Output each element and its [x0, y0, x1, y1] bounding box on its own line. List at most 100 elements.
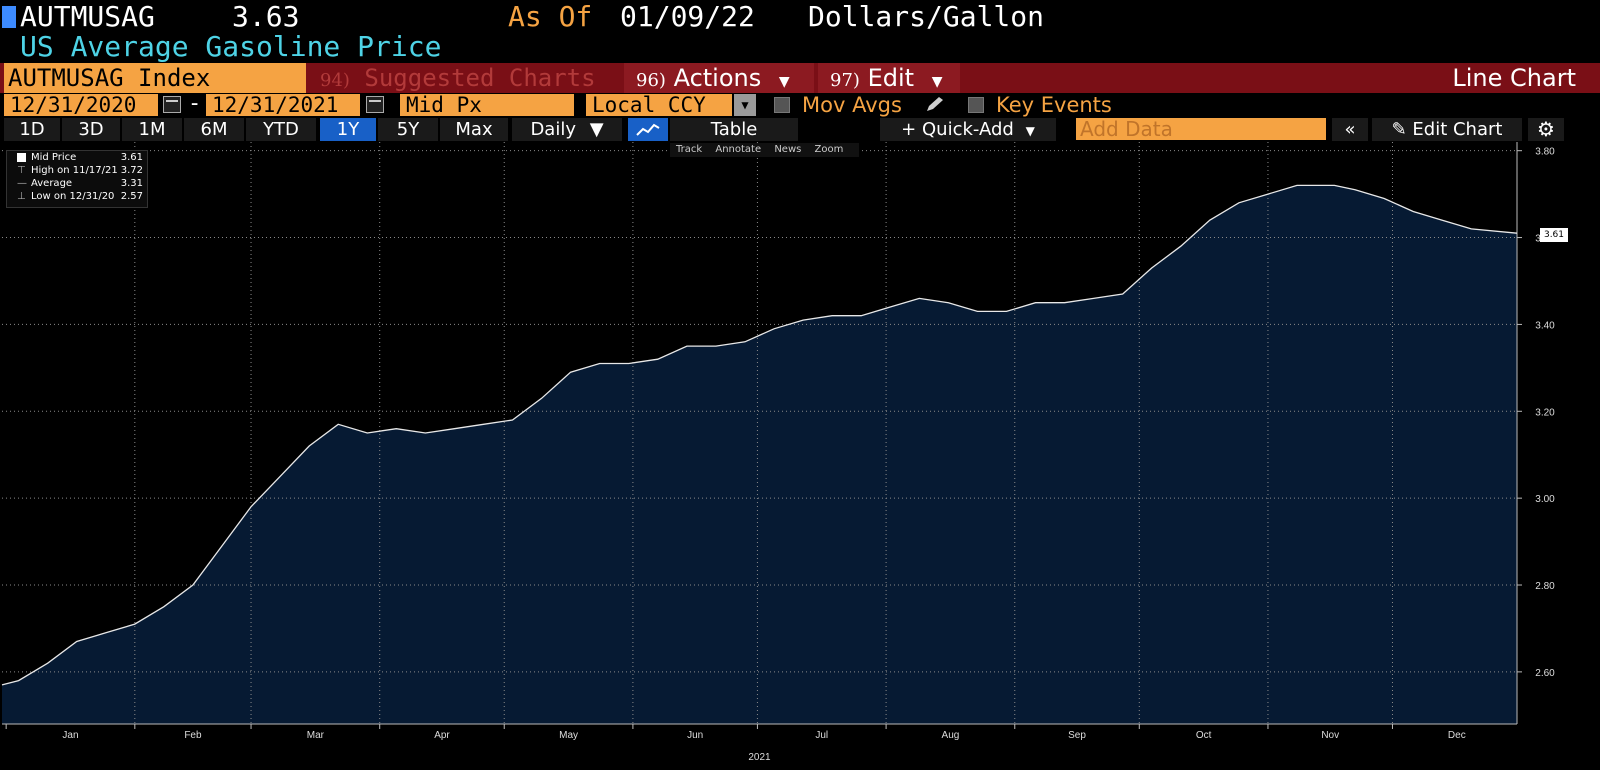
- price-line: [1, 184, 1518, 686]
- period-ytd-button[interactable]: YTD: [246, 118, 316, 141]
- x-tick-label: Jun: [687, 730, 703, 741]
- average-marker-icon: —: [17, 178, 27, 189]
- key-events-label: Key Events: [996, 93, 1112, 117]
- legend-mid-label: Mid Price: [31, 152, 77, 163]
- y-tick-label: 3.20: [1535, 407, 1555, 418]
- legend-high: ⊤ High on 11/17/21 3.72: [7, 164, 147, 177]
- start-date-field[interactable]: 12/31/2020: [4, 94, 158, 116]
- edit-chart-label: Edit Chart: [1412, 119, 1503, 140]
- legend-square-icon: [17, 153, 26, 162]
- period-1m-button[interactable]: 1M: [122, 118, 182, 141]
- x-axis: Jan Feb Mar Apr May Jun Jul Aug Sep Oct Nov Dec 2021: [2, 723, 1517, 763]
- date-range-separator: -: [188, 91, 202, 116]
- last-price: 3.63: [232, 0, 300, 33]
- high-marker-icon: ⊤: [17, 165, 26, 176]
- chevron-down-icon[interactable]: ▼: [734, 94, 756, 116]
- quick-add-button[interactable]: + Quick-Add ▼: [880, 118, 1056, 141]
- y-tick-label: 3.80: [1535, 147, 1555, 158]
- end-date-field[interactable]: 12/31/2021: [206, 94, 360, 116]
- period-1d-button[interactable]: 1D: [4, 118, 60, 141]
- y-tick-label: 2.60: [1535, 668, 1555, 679]
- plus-icon: +: [901, 119, 917, 140]
- mov-avgs-checkbox[interactable]: [774, 97, 790, 113]
- legend-mid-price: Mid Price 3.61: [7, 151, 147, 164]
- legend-high-label: High on 11/17/21: [31, 165, 118, 176]
- period-6m-button[interactable]: 6M: [184, 118, 244, 141]
- chevron-down-icon: ▼: [589, 119, 604, 140]
- chevron-down-icon: ▼: [778, 74, 790, 90]
- chart-toolbar: 1D 3D 1M 6M YTD 1Y 5Y Max Daily ▼ Table …: [0, 118, 1600, 142]
- pencil-icon[interactable]: [924, 96, 946, 114]
- zoom-tool[interactable]: Zoom: [814, 144, 844, 155]
- mov-avgs-label: Mov Avgs: [802, 93, 902, 117]
- legend-average: — Average 3.31: [7, 177, 147, 190]
- key-events-checkbox[interactable]: [968, 97, 984, 113]
- period-3d-button[interactable]: 3D: [62, 118, 120, 141]
- date-range-bar: 12/31/2020 - 12/31/2021 Mid Px Local CCY…: [0, 91, 1600, 118]
- x-tick-label: Oct: [1196, 730, 1212, 741]
- calendar-icon[interactable]: [163, 96, 181, 113]
- frequency-label: Daily: [530, 119, 576, 140]
- price-type-field[interactable]: Mid Px: [400, 94, 574, 116]
- x-year-label: 2021: [748, 752, 771, 763]
- security-description: US Average Gasoline Price: [20, 30, 442, 63]
- as-of-label: As Of: [508, 0, 593, 33]
- suggested-charts-button[interactable]: 94) Suggested Charts: [310, 63, 620, 93]
- suggested-charts-label: Suggested Charts: [364, 64, 596, 92]
- edit-label: Edit: [867, 64, 915, 92]
- x-tick-label: Nov: [1321, 730, 1339, 741]
- as-of-date: 01/09/22: [620, 0, 755, 33]
- add-data-input[interactable]: Add Data: [1076, 118, 1326, 140]
- ticker-symbol: AUTMUSAG: [20, 0, 155, 33]
- x-tick-label: Feb: [184, 730, 202, 741]
- chevron-down-icon: ▼: [1025, 124, 1035, 138]
- collapse-left-icon[interactable]: «: [1332, 118, 1368, 141]
- x-tick-label: Apr: [434, 730, 450, 741]
- annotate-tool[interactable]: Annotate: [715, 144, 762, 155]
- y-tick-label: 2.80: [1535, 581, 1555, 592]
- chart-tools-bar: Track Annotate News Zoom: [670, 143, 860, 157]
- period-max-button[interactable]: Max: [440, 118, 508, 141]
- currency-select[interactable]: Local CCY: [586, 94, 732, 116]
- gear-icon[interactable]: ⚙: [1528, 118, 1564, 141]
- news-tool[interactable]: News: [774, 144, 802, 155]
- x-tick-label: Aug: [942, 730, 960, 741]
- period-1y-button[interactable]: 1Y: [320, 118, 376, 141]
- suggested-charts-number: 94): [320, 70, 350, 91]
- price-chart[interactable]: 2.602.803.003.203.403.603.80 JanFebMarAp…: [0, 142, 1600, 770]
- calendar-icon[interactable]: [366, 96, 384, 113]
- x-tick-label: May: [559, 730, 578, 741]
- security-field[interactable]: AUTMUSAG Index: [4, 63, 306, 93]
- edit-chart-button[interactable]: ✎ Edit Chart: [1372, 118, 1522, 141]
- legend-high-value: 3.72: [120, 165, 143, 176]
- legend-low-label: Low on 12/31/20: [31, 191, 115, 202]
- track-tool[interactable]: Track: [676, 144, 703, 155]
- table-view-button[interactable]: Table: [670, 118, 798, 141]
- price-area-fill: [2, 185, 1517, 724]
- pencil-icon: ✎: [1391, 119, 1407, 140]
- y-tick-label: 3.00: [1535, 494, 1555, 505]
- actions-label: Actions: [673, 64, 762, 92]
- actions-menu-button[interactable]: 96) Actions ▼: [624, 63, 814, 93]
- x-tick-label: Mar: [307, 730, 325, 741]
- x-tick-label: Jul: [815, 730, 828, 741]
- frequency-select[interactable]: Daily ▼: [512, 118, 622, 141]
- edit-menu-button[interactable]: 97) Edit ▼: [818, 63, 960, 93]
- last-value-tag: 3.61: [1540, 228, 1568, 242]
- x-tick-label: Sep: [1068, 730, 1086, 741]
- line-chart-view-button[interactable]: [628, 118, 668, 141]
- actions-number: 96): [636, 70, 666, 91]
- low-marker-icon: ⊥: [17, 191, 26, 202]
- line-chart-icon: [636, 123, 660, 136]
- legend-low-value: 2.57: [120, 191, 143, 202]
- chart-grid: [2, 142, 1517, 724]
- x-tick-label: Jan: [62, 730, 78, 741]
- chevron-down-icon: ▼: [931, 74, 943, 90]
- y-tick-label: 3.40: [1535, 320, 1555, 331]
- period-5y-button[interactable]: 5Y: [378, 118, 438, 141]
- chart-type-label: Line Chart: [1452, 64, 1576, 92]
- quick-add-label: Quick-Add: [922, 119, 1014, 140]
- security-color-marker: [2, 6, 16, 28]
- price-units: Dollars/Gallon: [808, 0, 1045, 33]
- legend-average-value: 3.31: [120, 178, 143, 189]
